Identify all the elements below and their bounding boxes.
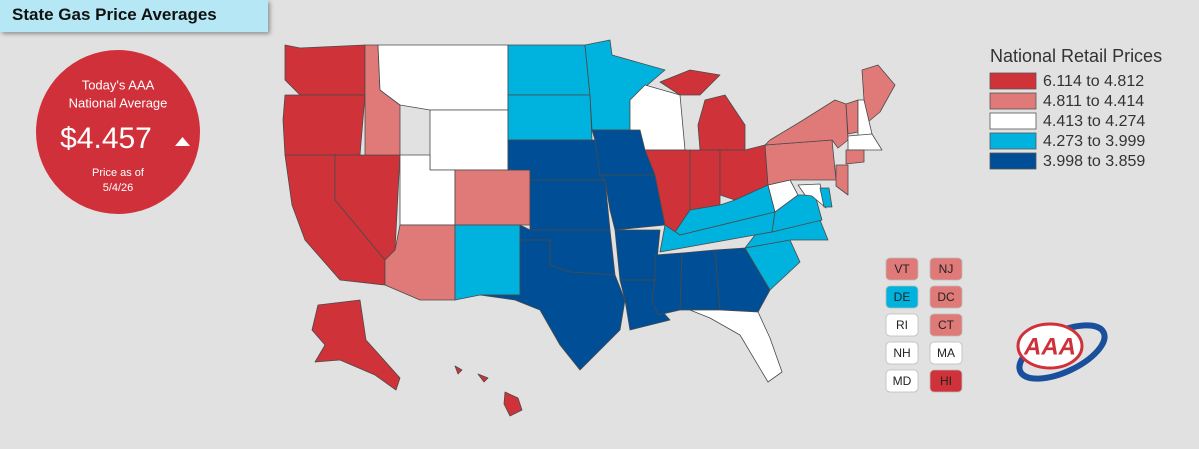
state xyxy=(689,149,721,211)
state xyxy=(311,299,401,391)
badge-date: 5/4/26 xyxy=(103,182,134,194)
up-arrow xyxy=(175,137,190,146)
state-box xyxy=(929,313,963,337)
logo-text: AAA xyxy=(1023,333,1076,360)
state-box-label: NH xyxy=(893,346,910,360)
title-bar: State Gas Price Averages xyxy=(0,0,268,32)
state xyxy=(764,139,837,186)
state-box xyxy=(929,285,963,309)
small-states: VT NJ DE DC RI CT NH MA MD HI xyxy=(885,257,963,393)
aaa-logo: AAA xyxy=(1016,322,1108,382)
state-box-label: NJ xyxy=(939,262,954,276)
state-box xyxy=(885,313,919,337)
legend-label: 4.273 to 3.999 xyxy=(1043,133,1145,150)
state xyxy=(507,94,593,141)
state-box-label: VT xyxy=(894,262,910,276)
legend-swatch xyxy=(989,92,1037,110)
state-box-label: RI xyxy=(896,318,908,332)
badge-as-of: Price as of xyxy=(92,167,145,179)
state-box xyxy=(885,341,919,365)
state-box xyxy=(929,341,963,365)
state xyxy=(689,309,783,383)
state xyxy=(377,44,509,111)
state xyxy=(845,149,865,165)
state xyxy=(714,247,771,313)
state-box xyxy=(885,369,919,393)
state-box-label: HI xyxy=(940,374,952,388)
average-badge xyxy=(36,50,200,214)
badge-line2: National Average xyxy=(69,95,168,110)
state xyxy=(454,224,521,301)
state-box xyxy=(885,257,919,281)
state xyxy=(503,391,523,417)
state-box-label: MA xyxy=(937,346,955,360)
state xyxy=(507,44,591,96)
state xyxy=(529,179,611,231)
legend-swatch xyxy=(989,72,1037,90)
legend-label: 3.998 to 3.859 xyxy=(1043,153,1145,170)
state xyxy=(819,187,833,208)
state xyxy=(835,164,849,196)
state-box-label: DC xyxy=(937,290,955,304)
state xyxy=(477,373,489,383)
legend-label: 4.811 to 4.414 xyxy=(1043,93,1144,110)
legend: 6.114 to 4.812 4.811 to 4.414 4.413 to 4.2… xyxy=(989,72,1145,170)
state xyxy=(764,99,849,149)
state xyxy=(651,252,683,316)
legend-swatch xyxy=(989,112,1037,130)
legend-title: National Retail Prices xyxy=(990,46,1162,66)
badge-line1: Today's AAA xyxy=(82,77,155,92)
state xyxy=(479,239,626,371)
state xyxy=(614,229,661,281)
state xyxy=(697,94,746,151)
legend-swatch xyxy=(989,132,1037,150)
legend-label: 6.114 to 4.812 xyxy=(1043,73,1144,90)
state-box xyxy=(885,285,919,309)
state-box xyxy=(929,257,963,281)
state-box-label: CT xyxy=(938,318,955,332)
state xyxy=(284,44,366,96)
state xyxy=(659,69,721,96)
state xyxy=(429,109,509,171)
legend-label: 4.413 to 4.274 xyxy=(1043,113,1145,130)
state-box xyxy=(929,369,963,393)
state-box-label: DE xyxy=(894,290,911,304)
state xyxy=(797,183,827,209)
state xyxy=(454,365,463,375)
state-box-label: MD xyxy=(893,374,912,388)
state xyxy=(454,169,531,226)
page-title: State Gas Price Averages xyxy=(12,5,217,24)
state xyxy=(845,99,859,135)
state xyxy=(847,133,883,151)
state xyxy=(679,249,721,311)
legend-swatch xyxy=(989,152,1037,170)
us-map xyxy=(282,39,896,417)
badge-price: $4.457 xyxy=(60,122,152,155)
state xyxy=(282,94,366,156)
state xyxy=(599,174,666,231)
